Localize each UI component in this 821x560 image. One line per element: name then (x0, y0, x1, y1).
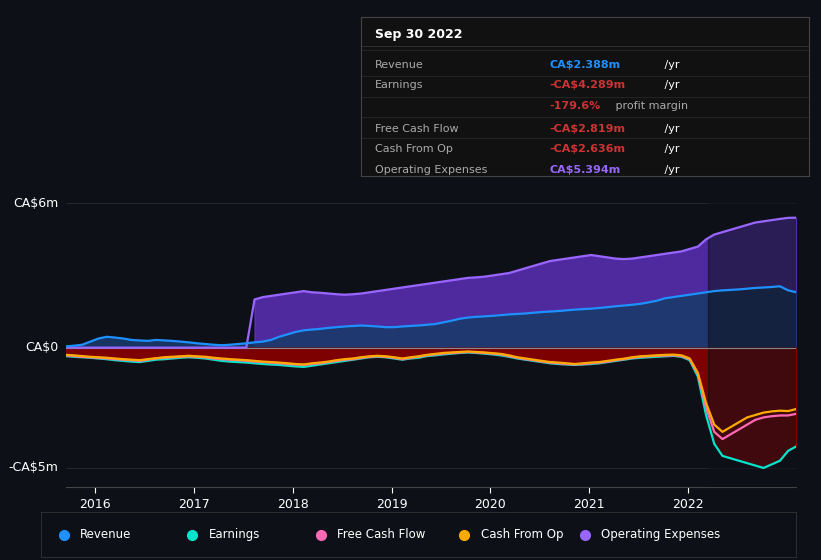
Text: Revenue: Revenue (374, 60, 424, 69)
Text: Earnings: Earnings (374, 81, 423, 90)
Text: Operating Expenses: Operating Expenses (602, 528, 721, 542)
Text: CA$2.388m: CA$2.388m (549, 60, 621, 69)
Text: -179.6%: -179.6% (549, 101, 600, 111)
Text: CA$0: CA$0 (25, 341, 59, 354)
Text: Revenue: Revenue (80, 528, 131, 542)
Text: profit margin: profit margin (612, 101, 688, 111)
Text: Free Cash Flow: Free Cash Flow (374, 124, 458, 133)
Text: /yr: /yr (661, 165, 680, 175)
Text: /yr: /yr (661, 124, 680, 133)
Bar (708, 179, 821, 487)
Text: /yr: /yr (661, 81, 680, 90)
Text: /yr: /yr (661, 144, 680, 154)
Text: Cash From Op: Cash From Op (480, 528, 563, 542)
Text: CA$6m: CA$6m (13, 197, 59, 210)
Text: -CA$5m: -CA$5m (9, 461, 59, 474)
Text: Sep 30 2022: Sep 30 2022 (374, 28, 462, 41)
Text: Cash From Op: Cash From Op (374, 144, 452, 154)
Text: /yr: /yr (661, 60, 680, 69)
Text: Operating Expenses: Operating Expenses (374, 165, 487, 175)
Text: Earnings: Earnings (209, 528, 260, 542)
Text: -CA$2.636m: -CA$2.636m (549, 144, 625, 154)
Text: -CA$2.819m: -CA$2.819m (549, 124, 625, 133)
Text: -CA$4.289m: -CA$4.289m (549, 81, 626, 90)
Text: CA$5.394m: CA$5.394m (549, 165, 621, 175)
Text: Free Cash Flow: Free Cash Flow (337, 528, 425, 542)
